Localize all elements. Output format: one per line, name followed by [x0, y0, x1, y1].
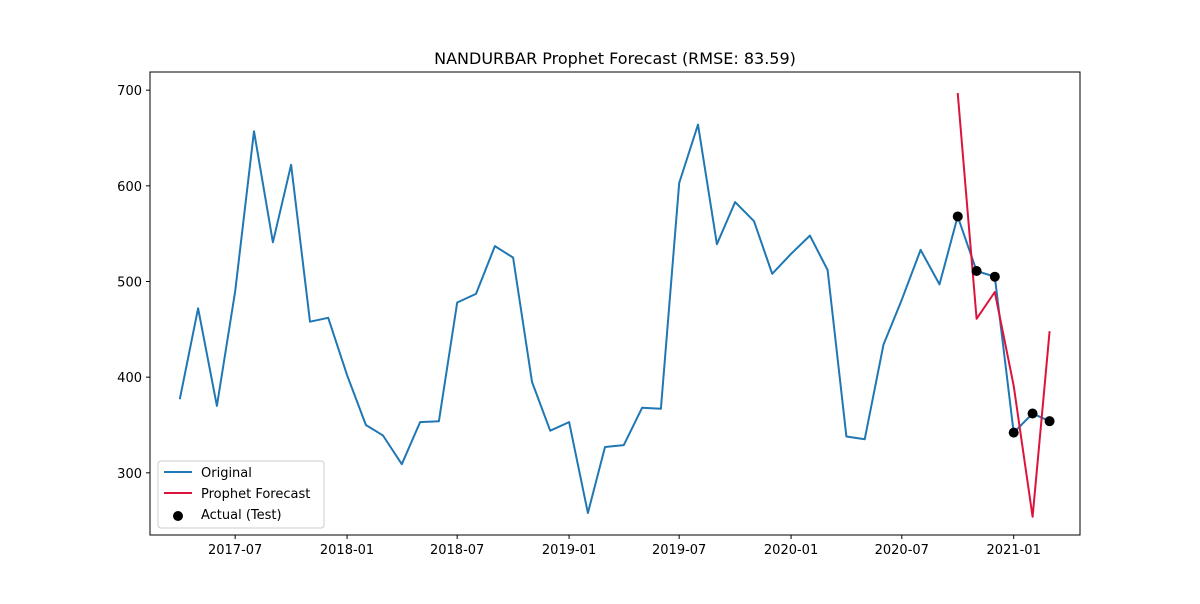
legend-item: Actual (Test)	[173, 508, 282, 523]
series-line	[956, 92, 1051, 518]
legend-swatch	[173, 511, 183, 521]
plot-frame	[149, 71, 1081, 536]
y-tick-label: 400	[117, 371, 142, 386]
series-actual-test	[952, 211, 1055, 438]
x-tick-label: 2018-07	[430, 543, 484, 558]
data-point	[1027, 408, 1038, 419]
x-tick-label: 2020-01	[764, 543, 818, 558]
legend-item: Original	[164, 466, 252, 481]
y-tick-label: 500	[117, 275, 142, 290]
x-tick-label: 2021-01	[987, 543, 1041, 558]
series-original	[178, 123, 1051, 514]
legend-label: Original	[201, 466, 252, 481]
x-tick-label: 2017-07	[208, 543, 262, 558]
y-tick-label: 300	[117, 467, 142, 482]
legend-box	[157, 460, 325, 529]
plot-area	[149, 71, 1081, 536]
legend-label: Actual (Test)	[201, 508, 282, 523]
series-prophet-forecast	[956, 92, 1051, 518]
chart-title: NANDURBAR Prophet Forecast (RMSE: 83.59)	[434, 49, 796, 68]
y-tick-label: 700	[117, 84, 142, 99]
y-tick-label: 600	[117, 180, 142, 195]
series-line	[178, 123, 1051, 514]
legend: Original Prophet Forecast Actual (Test)	[157, 460, 325, 529]
data-point	[1044, 416, 1055, 427]
legend-label: Prophet Forecast	[201, 487, 310, 502]
legend-item: Prophet Forecast	[164, 487, 310, 502]
x-axis: 2017-07 2018-01 2018-07 2019-01 2019-07 2020-…	[208, 535, 1041, 558]
series-layer	[178, 92, 1055, 518]
data-point	[989, 271, 1000, 282]
x-tick-label: 2019-07	[652, 543, 706, 558]
data-point	[1008, 427, 1019, 438]
y-axis: 300 400 500 600 700	[117, 84, 150, 482]
x-tick-label: 2020-07	[875, 543, 929, 558]
data-point	[971, 265, 982, 276]
x-tick-label: 2018-01	[320, 543, 374, 558]
data-point	[952, 211, 963, 222]
x-tick-label: 2019-01	[542, 543, 596, 558]
